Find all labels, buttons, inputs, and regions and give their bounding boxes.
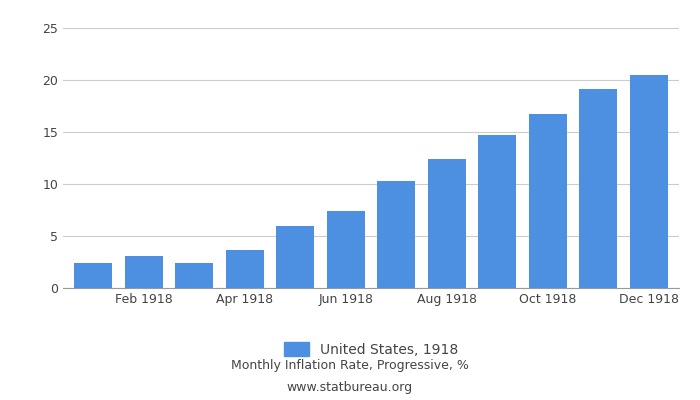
Bar	[580, 89, 617, 288]
Bar	[377, 181, 415, 288]
Bar	[478, 135, 516, 288]
Text: www.statbureau.org: www.statbureau.org	[287, 382, 413, 394]
Bar	[528, 114, 567, 288]
Bar	[226, 250, 264, 288]
Text: Monthly Inflation Rate, Progressive, %: Monthly Inflation Rate, Progressive, %	[231, 360, 469, 372]
Bar	[175, 263, 214, 288]
Bar	[428, 159, 466, 288]
Bar	[74, 263, 112, 288]
Legend: United States, 1918: United States, 1918	[284, 342, 458, 356]
Bar	[630, 75, 668, 288]
Bar	[276, 226, 314, 288]
Bar	[327, 211, 365, 288]
Bar	[125, 256, 162, 288]
